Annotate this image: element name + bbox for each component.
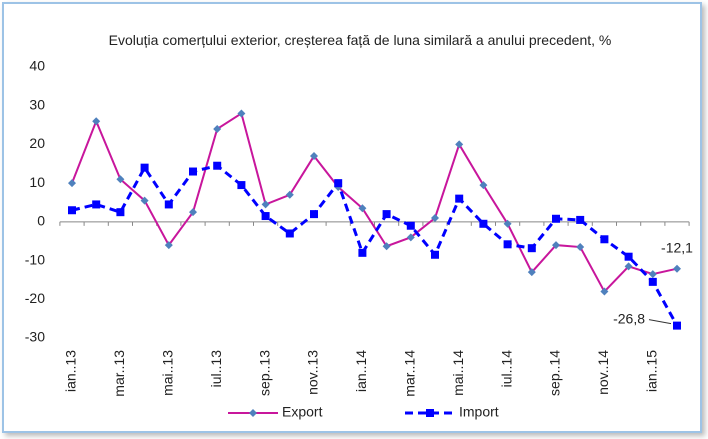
marker xyxy=(552,241,560,250)
series-line xyxy=(71,164,679,327)
marker xyxy=(406,233,415,242)
legend-label: Import xyxy=(459,404,499,420)
x-tick-label: iul..14 xyxy=(498,350,514,388)
x-tick-label: ian..13 xyxy=(63,350,79,392)
marker xyxy=(552,214,560,223)
marker xyxy=(140,196,149,205)
marker xyxy=(310,152,318,161)
marker xyxy=(310,210,318,219)
label-leader xyxy=(648,319,672,325)
marker xyxy=(213,161,222,170)
y-tick-label: 10 xyxy=(29,174,45,190)
marker xyxy=(334,179,343,188)
series-line xyxy=(71,111,678,294)
marker xyxy=(624,262,633,271)
x-tick-label: mar..13 xyxy=(111,350,127,397)
x-tick-label: mai..13 xyxy=(160,350,176,396)
marker xyxy=(455,194,464,203)
marker xyxy=(406,221,415,230)
y-tick-label: 20 xyxy=(29,135,45,151)
marker xyxy=(92,117,101,126)
y-tick-label: 30 xyxy=(29,96,45,112)
y-tick-label: -30 xyxy=(25,329,45,345)
y-tick-label: -20 xyxy=(25,290,45,306)
y-tick-label: 40 xyxy=(29,58,45,74)
x-tick-label: iul..13 xyxy=(208,350,224,388)
chart-title: Evoluția comerțului exterior, creșterea … xyxy=(108,32,612,48)
marker xyxy=(527,268,536,277)
marker xyxy=(382,242,391,251)
marker xyxy=(237,109,246,118)
legend-marker xyxy=(249,409,257,417)
x-tick-label: mai..14 xyxy=(450,350,466,396)
marker xyxy=(503,219,512,228)
marker xyxy=(576,215,585,224)
x-tick-label: ian..15 xyxy=(644,350,660,392)
marker xyxy=(503,240,512,249)
marker xyxy=(285,190,294,199)
x-tick-label: mar..14 xyxy=(402,350,418,397)
y-tick-label: -10 xyxy=(25,251,45,267)
marker xyxy=(189,208,197,217)
x-tick-label: nov..13 xyxy=(305,350,321,395)
marker xyxy=(382,210,391,219)
y-tick-label: 0 xyxy=(37,213,45,229)
marker xyxy=(576,243,585,252)
marker xyxy=(237,181,246,190)
marker xyxy=(358,204,367,213)
x-tick-label: nov..14 xyxy=(595,350,611,395)
marker xyxy=(673,264,681,273)
marker xyxy=(116,175,125,184)
marker xyxy=(68,179,76,188)
marker xyxy=(673,321,681,330)
marker xyxy=(455,140,464,149)
marker xyxy=(648,270,657,279)
marker xyxy=(624,252,633,261)
marker xyxy=(189,167,197,176)
marker xyxy=(213,124,222,133)
marker xyxy=(358,248,367,257)
legend-marker xyxy=(426,409,434,417)
marker xyxy=(116,208,125,217)
data-label: -12,1 xyxy=(661,239,693,255)
marker xyxy=(479,181,488,190)
marker xyxy=(479,219,488,228)
marker xyxy=(600,287,609,296)
marker xyxy=(164,241,173,250)
marker xyxy=(527,244,536,253)
marker xyxy=(431,250,439,259)
marker xyxy=(261,212,270,221)
x-tick-label: sep..14 xyxy=(547,350,563,396)
marker xyxy=(285,229,294,238)
x-tick-label: sep..13 xyxy=(256,350,272,396)
marker xyxy=(92,200,101,209)
marker xyxy=(648,277,657,286)
data-label: -26,8 xyxy=(613,310,645,326)
marker xyxy=(261,200,270,209)
marker xyxy=(68,206,76,215)
chart-frame xyxy=(2,2,702,433)
marker xyxy=(164,200,173,209)
marker xyxy=(600,235,609,244)
marker xyxy=(431,213,439,222)
marker xyxy=(140,163,149,172)
legend-label: Export xyxy=(282,404,323,420)
x-tick-label: ian..14 xyxy=(353,350,369,392)
